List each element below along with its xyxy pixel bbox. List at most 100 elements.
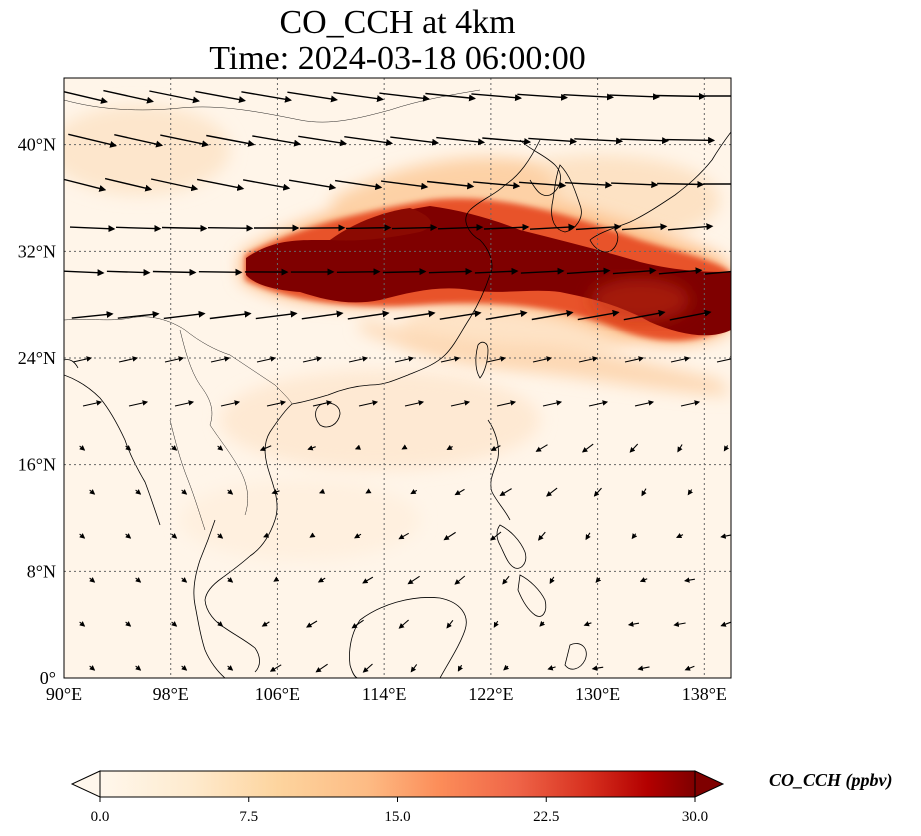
wind-arrow — [160, 134, 210, 148]
wind-arrow — [135, 489, 142, 495]
wind-arrow — [450, 400, 471, 407]
wind-arrow — [390, 136, 440, 146]
colorbar-tick-7-5: 7.5 — [239, 809, 258, 825]
wind-arrow — [680, 400, 701, 407]
lat-tick-24: 24°N — [18, 348, 56, 368]
wind-arrow — [398, 532, 409, 540]
lon-tick-114: 114°E — [362, 684, 407, 704]
colorbar: 0.0 7.5 15.0 22.5 30.0 — [70, 770, 725, 825]
wind-arrow — [118, 356, 139, 363]
wind-arrow — [89, 489, 96, 495]
wind-arrow — [537, 531, 546, 541]
wind-arrow — [252, 135, 302, 147]
lat-tick-40: 40°N — [18, 135, 56, 155]
wind-arrow — [439, 310, 482, 320]
wind-arrow — [135, 665, 142, 671]
wind-arrow — [171, 621, 178, 627]
wind-arrow — [483, 223, 530, 231]
wind-arrow — [64, 91, 108, 104]
wind-arrow — [273, 576, 280, 582]
wind-arrow — [362, 576, 374, 584]
wind-arrow — [716, 356, 731, 363]
wind-arrow — [227, 489, 234, 495]
colorbar-label: CO_CCH (ppbv) — [769, 770, 893, 790]
wind-arrow — [365, 488, 372, 494]
wind-arrow — [425, 92, 476, 102]
wind-arrow — [486, 356, 507, 363]
wind-arrow — [398, 619, 409, 629]
wind-arrow — [71, 310, 114, 319]
lat-tick-8: 8°N — [27, 561, 56, 581]
wind-arrow — [263, 532, 270, 538]
wind-arrow — [125, 533, 132, 539]
wind-arrow — [437, 223, 484, 231]
wind-arrow — [391, 224, 438, 232]
wind-arrow — [565, 181, 613, 189]
wind-arrow — [115, 225, 162, 233]
wind-arrow — [563, 93, 614, 101]
wind-arrow — [471, 93, 522, 102]
wind-arrow — [482, 137, 532, 146]
wind-arrow — [503, 664, 510, 671]
wind-arrow — [532, 356, 553, 363]
wind-arrow — [454, 488, 465, 496]
wind-arrow — [473, 181, 521, 190]
wind-arrow — [720, 533, 731, 539]
wind-arrow — [427, 180, 475, 190]
wind-arrow — [593, 487, 602, 497]
wind-arrow — [207, 224, 254, 232]
wind-arrow — [379, 92, 430, 102]
wind-arrow — [657, 180, 705, 188]
wind-arrow — [624, 356, 645, 363]
wind-arrow — [637, 665, 650, 671]
wind-arrow — [171, 445, 178, 451]
wind-arrow — [271, 489, 280, 495]
wind-arrow — [358, 400, 379, 407]
wind-arrow — [574, 137, 624, 145]
lon-tick-106: 106°E — [255, 684, 300, 704]
wind-arrow — [620, 137, 670, 145]
wind-arrow — [639, 577, 648, 583]
wind-arrow — [578, 356, 599, 363]
wind-arrow — [242, 179, 291, 191]
plot-title-line-1: CO_CCH at 4km — [279, 4, 516, 41]
wind-arrow — [198, 268, 243, 276]
wind-arrow — [362, 663, 373, 673]
wind-arrow — [446, 444, 453, 451]
wind-arrow — [546, 487, 558, 497]
wind-arrow — [631, 533, 638, 540]
wind-arrow — [135, 577, 142, 583]
wind-arrow — [69, 225, 116, 233]
wind-arrow — [381, 180, 429, 190]
lon-tick-130: 130°E — [575, 684, 620, 704]
wind-arrow — [348, 356, 369, 363]
wind-arrow — [440, 356, 461, 363]
wind-arrow — [629, 443, 639, 453]
colorbar-tick-30: 30.0 — [682, 809, 708, 825]
wind-arrow — [241, 91, 292, 103]
wind-arrow — [106, 269, 151, 277]
wind-arrow — [125, 621, 132, 627]
wind-arrow — [667, 223, 714, 231]
wind-arrow — [347, 310, 390, 320]
wind-arrow — [676, 533, 684, 539]
wind-arrow — [181, 489, 188, 495]
wind-arrow — [117, 310, 160, 319]
wind-arrow — [531, 310, 574, 321]
wind-arrow — [269, 664, 282, 672]
wind-arrow — [566, 267, 611, 275]
wind-arrow — [723, 445, 730, 452]
wind-arrow — [410, 664, 418, 673]
wind-arrow — [163, 310, 206, 320]
wind-arrow — [104, 177, 153, 192]
wind-arrow — [669, 309, 712, 321]
wind-arrow — [288, 179, 337, 191]
wind-arrow — [499, 488, 512, 496]
country-borders — [64, 89, 481, 531]
wind-arrow — [68, 133, 118, 148]
wind-arrow — [382, 268, 427, 276]
lon-tick-98: 98°E — [153, 684, 189, 704]
wind-arrow — [171, 533, 178, 539]
lon-tick-labels: 90°E 98°E 106°E 114°E 122°E 130°E 138°E — [46, 684, 727, 704]
wind-arrow — [114, 134, 164, 148]
